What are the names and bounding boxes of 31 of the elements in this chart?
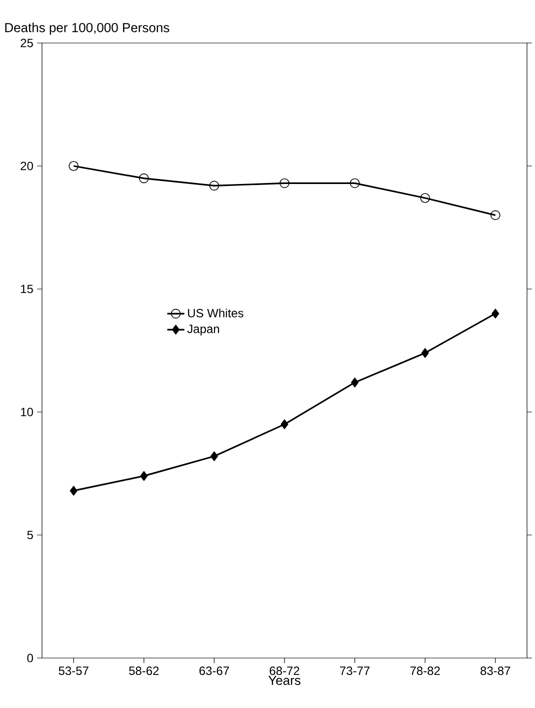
- y-axis-title: Deaths per 100,000 Persons: [5, 22, 170, 35]
- point: [351, 378, 359, 388]
- point: [420, 193, 430, 203]
- point: [492, 308, 500, 318]
- point: [490, 210, 500, 220]
- x-tick-label: 83-87: [480, 666, 510, 676]
- x-tick-label: 73-77: [340, 666, 370, 676]
- point: [421, 348, 429, 358]
- point: [139, 173, 149, 184]
- point: [280, 419, 288, 430]
- x-tick-label: 53-57: [58, 666, 88, 676]
- legend-label: US Whites: [188, 308, 244, 318]
- x-tick-label: 68-72: [270, 666, 300, 676]
- x-axis-title: Years: [268, 676, 300, 685]
- point: [280, 178, 290, 188]
- y-tick-label: 0: [27, 654, 34, 662]
- y-tick-label: 5: [27, 530, 33, 540]
- point: [210, 451, 218, 462]
- y-tick-label: 10: [21, 408, 33, 416]
- point: [350, 178, 360, 188]
- y-tick-label: 20: [20, 162, 33, 170]
- point: [209, 180, 220, 191]
- point: [68, 161, 79, 171]
- legend-label: Japan: [187, 324, 220, 336]
- x-tick-label: 58-62: [129, 666, 159, 676]
- x-tick-label: 78-82: [410, 666, 440, 676]
- point: [140, 471, 148, 481]
- y-tick-label: 25: [20, 38, 33, 48]
- y-tick-label: 15: [21, 284, 33, 294]
- x-tick-label: 63-67: [199, 666, 229, 676]
- point: [70, 486, 78, 496]
